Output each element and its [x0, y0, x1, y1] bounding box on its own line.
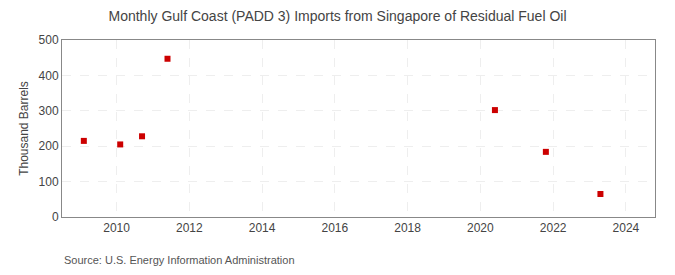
svg-text:2022: 2022 [540, 221, 567, 235]
svg-text:0: 0 [52, 210, 59, 224]
svg-text:2020: 2020 [467, 221, 494, 235]
svg-text:2016: 2016 [321, 221, 348, 235]
svg-text:2018: 2018 [394, 221, 421, 235]
svg-text:2012: 2012 [176, 221, 203, 235]
svg-text:2010: 2010 [103, 221, 130, 235]
svg-text:500: 500 [39, 33, 59, 47]
svg-text:2024: 2024 [613, 221, 640, 235]
svg-text:Source: U.S. Energy Informatio: Source: U.S. Energy Information Administ… [64, 254, 295, 266]
svg-text:Thousand Barrels: Thousand Barrels [17, 81, 31, 176]
svg-text:300: 300 [39, 104, 59, 118]
svg-text:Monthly Gulf Coast (PADD 3) Im: Monthly Gulf Coast (PADD 3) Imports from… [108, 8, 566, 24]
svg-text:100: 100 [39, 175, 59, 189]
svg-text:400: 400 [39, 69, 59, 83]
svg-text:200: 200 [39, 139, 59, 153]
svg-text:2014: 2014 [249, 221, 276, 235]
